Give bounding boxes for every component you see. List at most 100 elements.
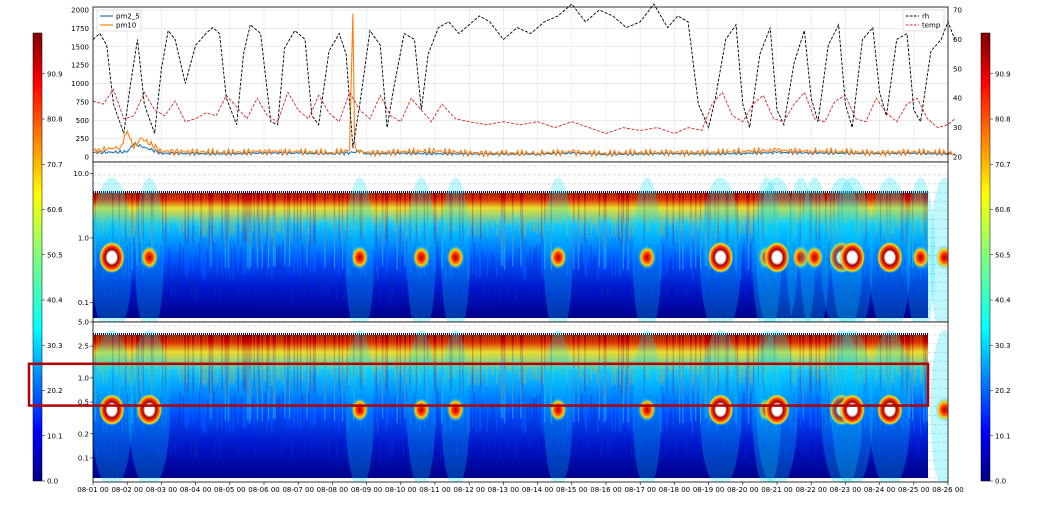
hot-spot xyxy=(764,393,790,426)
high-freq-streak xyxy=(491,335,493,377)
wavelet-streak xyxy=(234,394,236,437)
high-freq-streak xyxy=(902,193,904,240)
wavelet-streak xyxy=(666,378,668,429)
wavelet-streak xyxy=(314,371,316,425)
y-tick-label: 2.5 xyxy=(78,343,89,351)
high-freq-streak xyxy=(211,193,214,244)
high-freq-streak xyxy=(825,193,827,242)
high-freq-streak xyxy=(345,193,347,230)
high-freq-streak xyxy=(788,193,790,221)
high-freq-streak xyxy=(186,193,188,239)
high-freq-streak xyxy=(346,193,348,242)
high-freq-streak xyxy=(460,193,462,227)
high-freq-streak xyxy=(404,193,406,251)
wavelet-streak xyxy=(420,430,422,455)
high-freq-streak xyxy=(133,335,135,387)
wavelet-streak xyxy=(468,385,470,432)
wavelet-streak xyxy=(488,420,490,450)
high-freq-streak xyxy=(372,335,374,379)
high-freq-streak xyxy=(576,193,578,223)
wavelet-streak xyxy=(369,430,371,455)
wavelet-streak xyxy=(529,396,531,438)
high-freq-streak xyxy=(916,193,918,215)
series-line-temp xyxy=(92,88,956,134)
high-freq-streak xyxy=(401,193,403,229)
high-freq-streak xyxy=(390,335,392,359)
wavelet-streak xyxy=(272,215,275,267)
high-freq-streak xyxy=(417,193,419,230)
high-freq-streak xyxy=(380,335,382,371)
wavelet-streak xyxy=(168,248,170,284)
high-freq-streak xyxy=(446,193,448,226)
wavelet-streak xyxy=(500,357,503,418)
wavelet-streak xyxy=(284,212,286,266)
wavelet-streak xyxy=(374,259,376,289)
wavelet-streak xyxy=(211,226,214,273)
wavelet-streak xyxy=(913,387,915,433)
high-freq-streak xyxy=(852,335,854,365)
high-freq-streak xyxy=(247,335,249,399)
wavelet-streak xyxy=(202,240,204,280)
high-freq-streak xyxy=(123,335,125,370)
high-freq-streak xyxy=(245,193,247,242)
high-freq-streak xyxy=(891,193,893,234)
wavelet-streak xyxy=(126,394,128,437)
wavelet-streak xyxy=(306,213,308,266)
high-freq-streak xyxy=(717,193,719,245)
wavelet-streak xyxy=(865,374,867,427)
wavelet-streak xyxy=(123,262,125,291)
hot-spot xyxy=(446,245,465,270)
wavelet-streak xyxy=(712,417,715,448)
wavelet-streak xyxy=(248,368,250,424)
hot-spot xyxy=(805,245,824,270)
high-freq-streak xyxy=(102,335,104,385)
wavelet-streak xyxy=(728,260,731,290)
wavelet-streak xyxy=(189,427,191,453)
high-freq-streak xyxy=(382,193,384,251)
high-freq-streak xyxy=(862,335,864,378)
high-freq-streak xyxy=(269,193,271,219)
hot-spot xyxy=(140,245,159,270)
high-freq-streak xyxy=(778,193,780,217)
high-freq-streak xyxy=(144,335,146,369)
wavelet-streak xyxy=(714,213,716,266)
left-y-tick-label: 1500 xyxy=(71,43,89,51)
high-freq-streak xyxy=(492,193,495,228)
high-freq-streak xyxy=(223,193,225,228)
wavelet-streak xyxy=(134,398,136,439)
wavelet-streak xyxy=(322,430,324,455)
high-freq-streak xyxy=(638,193,641,216)
high-freq-streak xyxy=(659,193,662,236)
high-freq-streak xyxy=(807,193,809,211)
wavelet-streak xyxy=(568,285,570,302)
high-freq-streak xyxy=(579,335,581,377)
high-freq-streak xyxy=(769,193,771,227)
wavelet-streak xyxy=(677,271,679,295)
wavelet-streak xyxy=(823,247,825,283)
wavelet-streak xyxy=(529,246,531,283)
left-y-tick-label: 1750 xyxy=(71,25,89,33)
high-freq-streak xyxy=(566,193,568,239)
wavelet-streak xyxy=(162,227,164,273)
wavelet-streak xyxy=(751,239,753,279)
wavelet-streak xyxy=(481,249,483,284)
colorbar-left: 0.010.120.230.340.450.560.670.780.890.9 xyxy=(32,32,63,486)
high-freq-streak xyxy=(232,335,234,385)
high-freq-streak xyxy=(847,193,849,223)
wavelet-streak xyxy=(691,240,694,280)
wavelet-streak xyxy=(622,220,625,270)
wavelet-streak xyxy=(699,220,702,270)
wavelet-streak xyxy=(547,418,549,449)
high-freq-streak xyxy=(699,335,702,397)
high-freq-streak xyxy=(271,193,273,237)
wavelet-streak xyxy=(536,394,538,437)
wavelet-streak xyxy=(594,255,596,287)
high-freq-streak xyxy=(104,193,106,218)
wavelet-streak xyxy=(333,364,336,422)
wavelet-streak xyxy=(908,358,910,419)
high-freq-streak xyxy=(155,193,157,220)
high-freq-streak xyxy=(682,193,684,246)
high-freq-streak xyxy=(590,335,592,381)
high-freq-streak xyxy=(383,193,385,230)
high-freq-streak xyxy=(769,335,771,374)
